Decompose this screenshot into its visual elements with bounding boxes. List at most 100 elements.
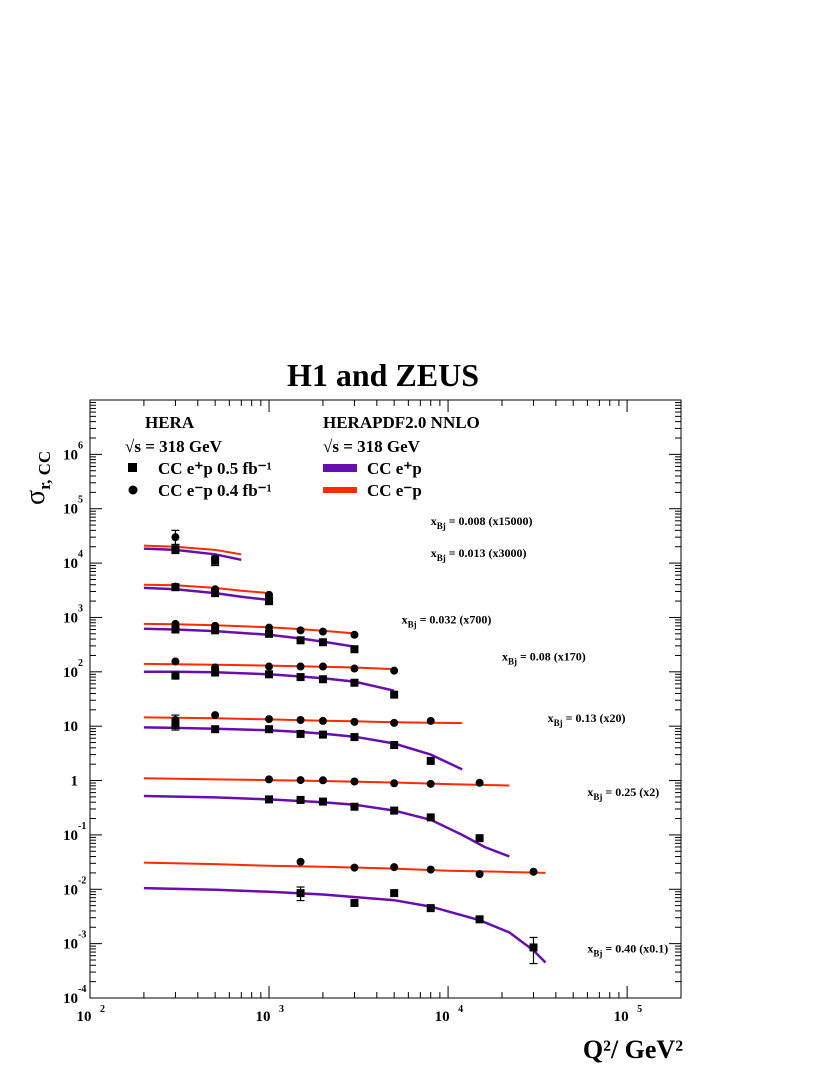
legend: HERA √s = 318 GeV CC e⁺p 0.5 fb⁻¹ CC e⁻p 0.… bbox=[125, 413, 480, 500]
y-tick-exponent: -2 bbox=[78, 875, 86, 886]
data-point-eminus bbox=[171, 715, 180, 724]
data-point-eminus bbox=[475, 778, 484, 787]
y-tick-label: 10 bbox=[63, 937, 78, 953]
data-point-eminus bbox=[390, 718, 399, 727]
data-point-eminus bbox=[318, 716, 327, 725]
x-axis-label: Q²/ GeV² bbox=[583, 1035, 683, 1064]
data-point-eplus bbox=[296, 889, 305, 898]
x-tick-label: 10 bbox=[256, 1009, 271, 1025]
data-point-eplus bbox=[265, 725, 274, 734]
legend-left-energy: √s = 318 GeV bbox=[125, 437, 223, 456]
x-tick-label: 10 bbox=[77, 1009, 92, 1025]
data-point-eminus bbox=[265, 775, 274, 784]
y-tick-label: 10 bbox=[63, 502, 78, 518]
data-point-eplus bbox=[350, 802, 359, 811]
y-tick-label: 10 bbox=[63, 828, 78, 844]
y-tick-label: 10 bbox=[63, 991, 78, 1007]
plot-frame bbox=[89, 399, 682, 999]
y-tick-exponent: 3 bbox=[78, 603, 83, 614]
data-point-eminus bbox=[171, 582, 180, 591]
x-tick-exponent: 3 bbox=[279, 1004, 284, 1015]
data-point-eplus bbox=[265, 629, 274, 638]
data-point-eminus bbox=[211, 621, 220, 630]
data-point-eminus bbox=[265, 662, 274, 671]
y-tick-exponent: 5 bbox=[78, 495, 83, 506]
fit-curve-eminus-bin-6 bbox=[143, 861, 546, 874]
data-point-eminus bbox=[390, 779, 399, 788]
data-point-eplus bbox=[390, 806, 399, 815]
bin-label: xBj = 0.008 (x15000) bbox=[431, 514, 533, 531]
data-point-eminus bbox=[171, 533, 180, 542]
bin-label: xBj = 0.40 (x0.1) bbox=[587, 942, 668, 959]
data-point-eplus bbox=[265, 597, 274, 606]
legend-square-marker bbox=[128, 463, 137, 472]
y-tick-exponent: 6 bbox=[78, 440, 83, 451]
y-tick-label: 10 bbox=[63, 882, 78, 898]
legend-fit-eminus-swatch bbox=[323, 487, 357, 493]
data-point-eminus bbox=[318, 627, 327, 636]
data-point-eminus bbox=[296, 857, 305, 866]
fit-curves bbox=[143, 544, 547, 964]
axis-labels: σr, CC Q²/ GeV² bbox=[20, 451, 683, 1064]
y-tick-label: 10 bbox=[63, 556, 78, 572]
data-point-eplus bbox=[475, 834, 484, 843]
data-point-eminus bbox=[350, 863, 359, 872]
data-point-eminus bbox=[318, 662, 327, 671]
data-point-eminus bbox=[350, 777, 359, 786]
bin-label: xBj = 0.13 (x20) bbox=[548, 711, 626, 728]
data-point-eplus bbox=[390, 741, 399, 750]
data-point-eminus bbox=[529, 867, 538, 876]
fit-curve-eplus-bin-0 bbox=[143, 547, 242, 562]
data-point-eplus bbox=[171, 545, 180, 554]
y-tick-label: 10 bbox=[63, 447, 78, 463]
data-point-eplus bbox=[350, 898, 359, 907]
data-point-eplus bbox=[265, 670, 274, 679]
data-point-eminus bbox=[265, 715, 274, 724]
data-point-eminus bbox=[211, 711, 220, 720]
legend-data-eminus: CC e⁻p 0.4 fb⁻¹ bbox=[158, 481, 272, 500]
fit-curve-eminus-bin-4 bbox=[143, 716, 463, 725]
x-tick-label: 10 bbox=[435, 1009, 450, 1025]
data-point-eminus bbox=[265, 590, 274, 599]
bin-label: xBj = 0.032 (x700) bbox=[402, 612, 492, 629]
legend-fit-eplus: CC e⁺p bbox=[367, 459, 422, 478]
data-point-eminus bbox=[211, 585, 220, 594]
x-tick-exponent: 2 bbox=[100, 1004, 105, 1015]
bin-label: xBj = 0.013 (x3000) bbox=[431, 546, 527, 563]
data-point-eplus bbox=[350, 678, 359, 687]
data-point-eminus bbox=[318, 776, 327, 785]
data-point-eminus bbox=[426, 865, 435, 874]
data-point-eminus bbox=[390, 863, 399, 872]
data-point-eplus bbox=[211, 725, 220, 734]
data-point-eplus bbox=[426, 756, 435, 765]
data-point-eplus bbox=[350, 645, 359, 654]
data-point-eplus bbox=[171, 625, 180, 634]
data-point-eplus bbox=[529, 943, 538, 952]
fit-curve-eplus-bin-6 bbox=[143, 886, 547, 964]
data-point-eplus bbox=[426, 904, 435, 913]
data-point-eminus bbox=[296, 715, 305, 724]
data-point-eminus bbox=[296, 662, 305, 671]
legend-right-header: HERAPDF2.0 NNLO bbox=[323, 413, 480, 432]
legend-fit-eminus: CC e⁻p bbox=[367, 481, 422, 500]
data-point-eplus bbox=[296, 729, 305, 738]
data-point-eminus bbox=[390, 666, 399, 675]
x-tick-label: 10 bbox=[614, 1009, 629, 1025]
bin-label: xBj = 0.25 (x2) bbox=[587, 785, 659, 802]
data-point-eplus bbox=[296, 795, 305, 804]
y-tick-exponent: 2 bbox=[78, 658, 83, 669]
y-tick-label: 10 bbox=[63, 719, 78, 735]
data-point-eminus bbox=[296, 776, 305, 785]
data-point-eplus bbox=[390, 889, 399, 898]
y-tick-label: 10 bbox=[63, 665, 78, 681]
legend-data-eplus: CC e⁺p 0.5 fb⁻¹ bbox=[158, 459, 272, 478]
data-point-eplus bbox=[211, 626, 220, 635]
y-tick-exponent: -1 bbox=[78, 821, 86, 832]
data-point-eminus bbox=[350, 630, 359, 639]
y-tick-exponent: -4 bbox=[78, 984, 86, 995]
data-point-eminus bbox=[475, 870, 484, 879]
data-point-eminus bbox=[211, 663, 220, 672]
data-point-eminus bbox=[265, 623, 274, 632]
data-point-eplus bbox=[265, 795, 274, 804]
